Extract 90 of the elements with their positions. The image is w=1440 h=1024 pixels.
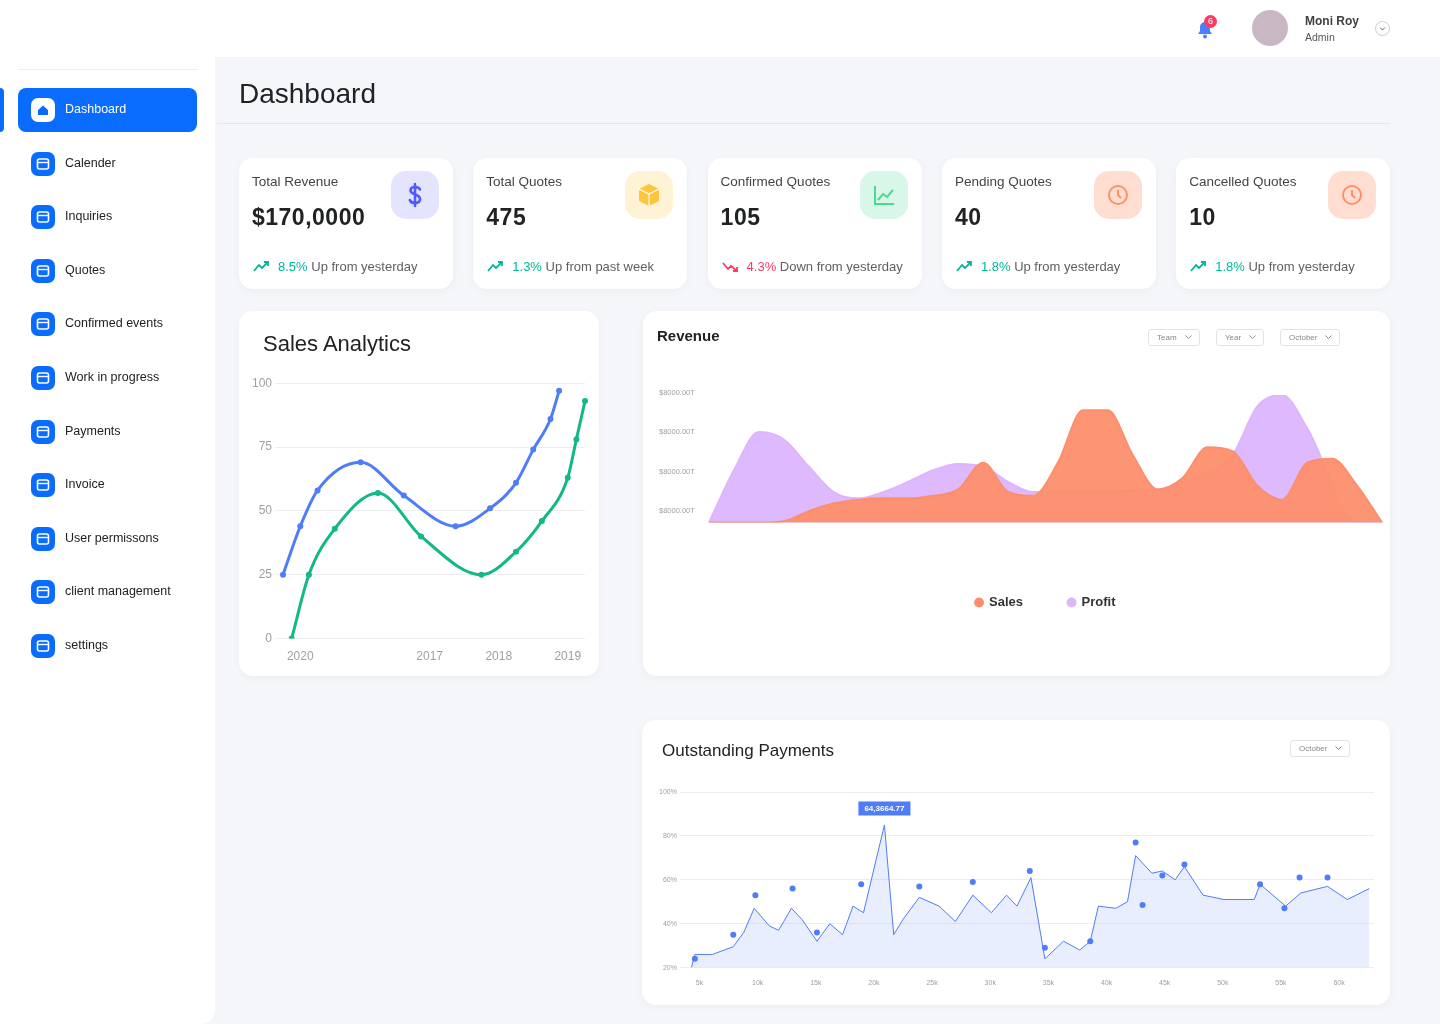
text: Confirmed events <box>65 316 163 331</box>
x-tick-label: 2020 <box>286 649 314 664</box>
point <box>452 523 459 530</box>
point <box>331 525 338 532</box>
text: Dashboard <box>239 78 376 110</box>
text: Quotes <box>65 262 106 277</box>
point <box>314 487 321 494</box>
text: Inquiries <box>65 209 113 224</box>
text: 1.8% <box>1215 259 1245 274</box>
y-tick-label: 0 <box>265 630 273 645</box>
text: 105 <box>720 204 761 231</box>
text: Work in progress <box>65 370 160 384</box>
text: Year <box>1216 329 1265 346</box>
point <box>916 883 923 890</box>
text: Moni Roy <box>1305 14 1359 28</box>
text: Total Revenue <box>252 174 339 189</box>
point <box>1281 905 1288 912</box>
text: Total Quotes <box>486 174 563 189</box>
x-tick-label: 2017 <box>416 649 444 664</box>
y-tick-label: 50 <box>258 503 273 518</box>
point <box>564 474 571 481</box>
point <box>1296 874 1303 881</box>
point <box>487 505 494 512</box>
point <box>512 548 519 555</box>
text: 4.3% <box>746 259 777 274</box>
point <box>1181 861 1188 868</box>
text: Payments <box>65 423 121 438</box>
text: Up from yesterday <box>310 259 418 274</box>
point <box>1324 874 1331 881</box>
point <box>357 459 364 466</box>
text: Pending Quotes <box>954 174 1052 189</box>
text: Up from past week <box>544 259 654 274</box>
point <box>374 490 381 497</box>
point <box>297 523 304 530</box>
point <box>1159 872 1166 879</box>
point <box>752 892 759 899</box>
text: Calender <box>65 155 116 170</box>
x-tick-label: 2019 <box>554 649 582 664</box>
chart-title: Sales Analytics <box>263 331 411 357</box>
point <box>969 879 976 885</box>
text: 10 <box>1189 204 1216 231</box>
point <box>280 571 287 578</box>
text: 8.5% <box>278 259 308 274</box>
text: Invoice <box>65 477 105 492</box>
point <box>1139 902 1146 909</box>
text: settings <box>65 638 109 652</box>
text: 1.3% <box>512 259 542 274</box>
point <box>512 479 519 486</box>
text: User permissons <box>65 530 159 545</box>
legend-label: Sales <box>989 594 1024 610</box>
y-tick-label: 75 <box>258 439 273 454</box>
text: Team <box>1148 329 1200 346</box>
point <box>400 492 407 499</box>
text: Admin <box>1305 31 1335 43</box>
chart-title: Outstanding Payments <box>662 741 834 761</box>
point <box>556 387 563 394</box>
point <box>789 885 796 892</box>
point <box>1132 839 1139 846</box>
y-tick-label: 100 <box>251 375 273 390</box>
chart-title: Revenue <box>657 327 720 344</box>
point <box>547 415 554 422</box>
text: Up from yesterday <box>1013 259 1121 274</box>
text: October <box>1280 329 1341 346</box>
point <box>813 929 820 936</box>
text: Confirmed Quotes <box>720 174 831 189</box>
point <box>530 446 537 453</box>
point <box>305 571 312 578</box>
y-tick-label: 25 <box>258 567 273 582</box>
text: Dashboard <box>65 102 127 116</box>
point <box>1026 868 1033 875</box>
point <box>858 881 865 888</box>
x-tick-label: 2018 <box>485 649 513 664</box>
text: Down from yesterday <box>778 259 903 274</box>
text: 6 <box>1204 15 1217 28</box>
legend-label: Profit <box>1081 594 1117 610</box>
point <box>418 533 425 540</box>
annotation: 64,3664.77 <box>864 803 905 813</box>
text: 40 <box>954 204 982 231</box>
text: 475 <box>486 204 527 231</box>
text: Cancelled Quotes <box>1189 174 1297 189</box>
point <box>573 436 580 443</box>
point <box>538 518 545 525</box>
text: 1.8% <box>980 259 1011 274</box>
text: $170,0000 <box>252 204 366 231</box>
text: October <box>1290 740 1351 757</box>
point <box>582 398 588 405</box>
point <box>730 931 737 938</box>
text: client management <box>65 584 171 599</box>
point <box>478 571 485 578</box>
text: Up from yesterday <box>1247 259 1355 274</box>
